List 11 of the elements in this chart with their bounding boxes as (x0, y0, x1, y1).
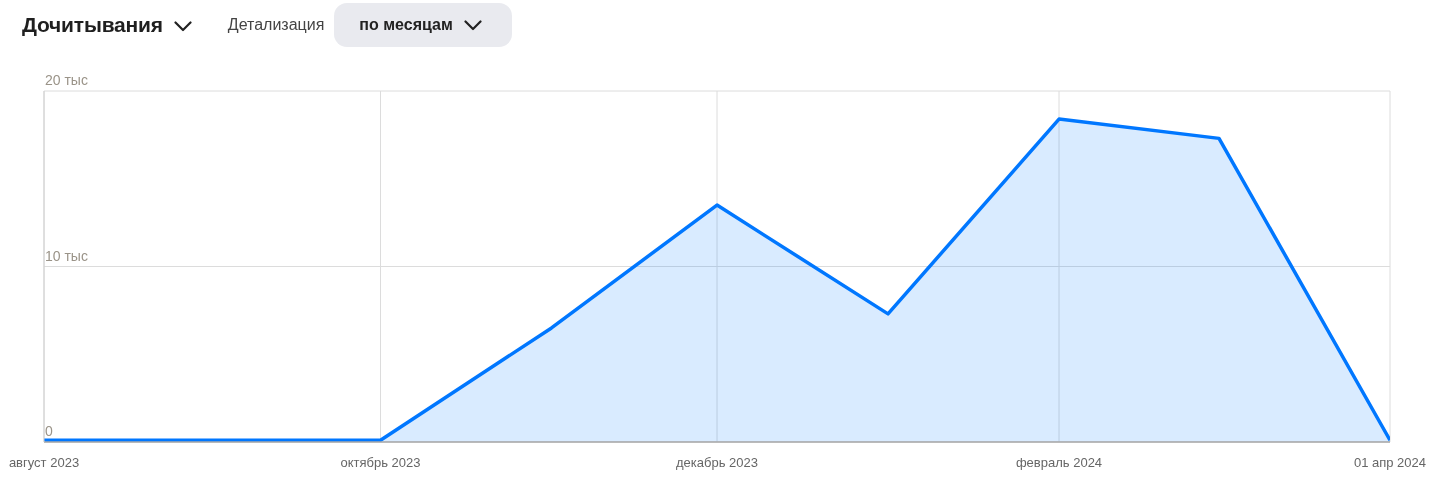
text: Детализация (227, 16, 325, 33)
x-tick-label: декабрь 2023 (676, 455, 758, 471)
x-tick-label: февраль 2024 (1015, 455, 1103, 471)
y-tick-label: 0 (45, 423, 53, 439)
x-tick-label: август 2023 (8, 455, 80, 471)
dropdown-button: по месяцам (334, 3, 512, 47)
chart-title: Дочитывания (22, 13, 163, 36)
x-tick-label: октябрь 2023 (340, 455, 421, 471)
y-tick-label: 20 тыс (45, 72, 88, 88)
x-tick-label: 01 апр 2024 (1353, 455, 1427, 471)
y-tick-label: 10 тыс (45, 247, 88, 264)
